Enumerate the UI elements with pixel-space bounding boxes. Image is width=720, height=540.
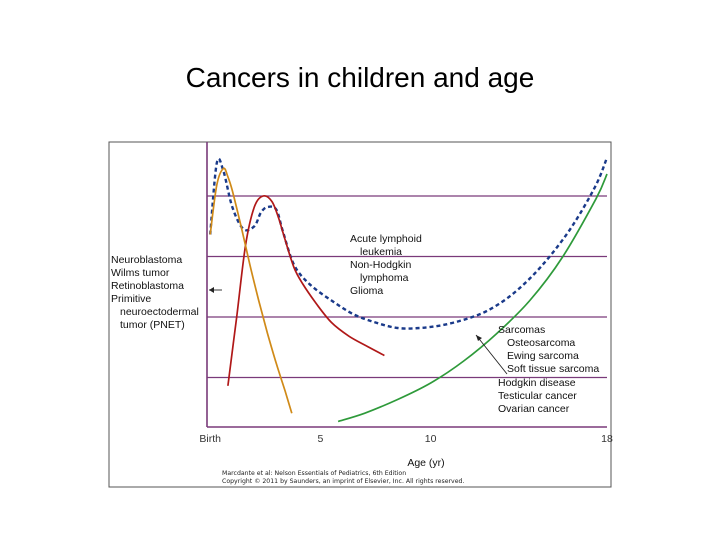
- series-embryonal-tumors-line: [209, 167, 293, 414]
- axes: [206, 142, 607, 428]
- x-tick-label-18: 18: [601, 433, 613, 445]
- annotation-pnet: tumor (PNET): [120, 319, 185, 331]
- x-tick-label-10: 10: [425, 433, 437, 445]
- series-layer: [209, 157, 609, 423]
- slide-title: Cancers in children and age: [185, 62, 535, 93]
- annotation-hodgkin-disease: Hodgkin disease: [498, 377, 576, 389]
- annotation-neuroectodermal: neuroectodermal: [120, 306, 199, 318]
- annotation-osteosarcoma: Osteosarcoma: [507, 337, 575, 349]
- series-sarcoma-hodgkin-line: [337, 173, 608, 423]
- sarcoma-pointer-arrowhead: [476, 335, 482, 341]
- x-tick-label-birth: Birth: [199, 433, 221, 445]
- annotation-primitive: Primitive: [111, 293, 151, 305]
- x-tick-label-5: 5: [318, 433, 324, 445]
- annotation-ovarian-cancer: Ovarian cancer: [498, 403, 570, 415]
- annotation-sarcomas: Sarcomas: [498, 324, 545, 336]
- left-pointer-arrowhead: [209, 287, 214, 293]
- annotation-wilms-tumor: Wilms tumor: [111, 267, 170, 279]
- sarcoma-pointer-line: [475, 334, 508, 375]
- annotation-retinoblastoma: Retinoblastoma: [111, 280, 184, 292]
- x-axis-label: Age (yr): [407, 457, 444, 469]
- grid-lines: [207, 195, 607, 379]
- figure-frame: [108, 141, 612, 488]
- annotation-acute-lymphoid: Acute lymphoid: [350, 233, 422, 245]
- annotation-non-hodgkin: Non-Hodgkin: [350, 259, 411, 271]
- annotation-soft-tissue-sarcoma: Soft tissue sarcoma: [507, 363, 599, 375]
- annotation-neuroblastoma: Neuroblastoma: [111, 254, 182, 266]
- annotation-lymphoma: lymphoma: [360, 272, 409, 284]
- annotation-ewing-sarcoma: Ewing sarcoma: [507, 350, 579, 362]
- credit-line-2: Copyright © 2011 by Saunders, an imprint…: [222, 477, 464, 485]
- x-tick-labels: Birth 5 10 18: [199, 433, 613, 445]
- series-peak-age-3-line: [227, 194, 385, 386]
- credit-line-1: Marcdante et al: Nelson Essentials of Pe…: [222, 470, 406, 477]
- annotation-glioma: Glioma: [350, 285, 383, 297]
- annotation-testicular-cancer: Testicular cancer: [498, 390, 577, 402]
- annotation-leukemia: leukemia: [360, 246, 402, 258]
